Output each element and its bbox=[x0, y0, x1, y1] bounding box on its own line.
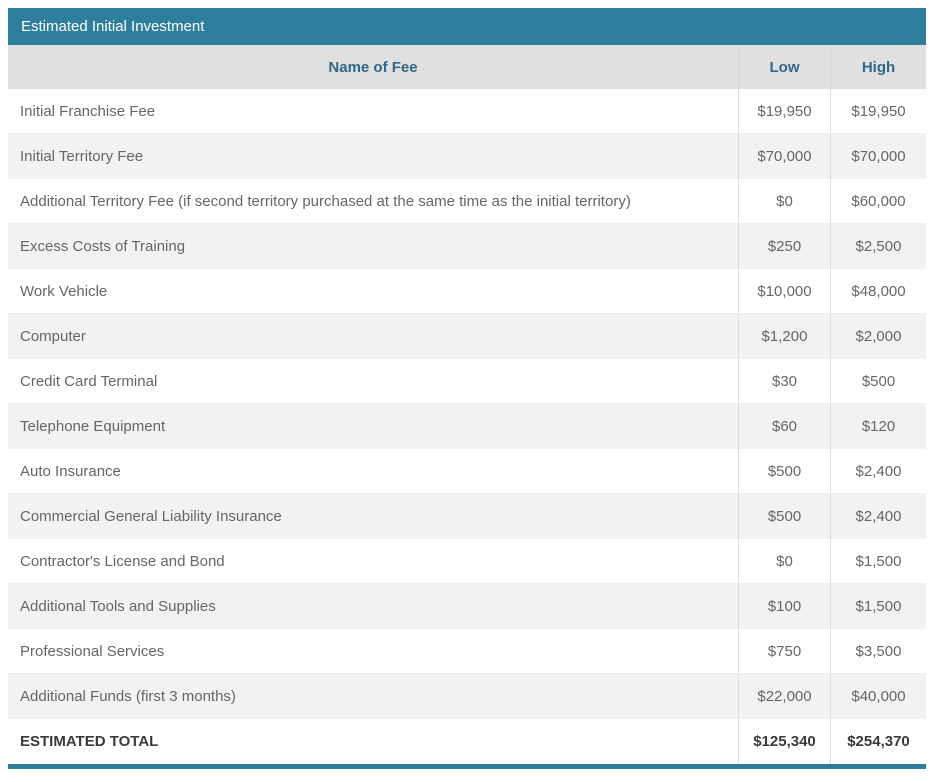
fee-name-cell: Professional Services bbox=[20, 642, 165, 660]
low-value-cell: $0 bbox=[738, 179, 830, 223]
table-row: Auto Insurance $500 $2,400 bbox=[8, 449, 926, 494]
table-row: Initial Franchise Fee $19,950 $19,950 bbox=[8, 89, 926, 134]
low-value-cell: $250 bbox=[738, 224, 830, 269]
low-value-cell: $60 bbox=[738, 404, 830, 449]
table-row: Telephone Equipment $60 $120 bbox=[8, 404, 926, 449]
high-value-cell: $2,400 bbox=[830, 449, 926, 493]
low-value-cell: $500 bbox=[738, 494, 830, 539]
low-value-cell: $1,200 bbox=[738, 314, 830, 359]
column-header-high: High bbox=[830, 45, 926, 89]
low-value-cell: $19,950 bbox=[738, 89, 830, 133]
low-value-cell: $10,000 bbox=[738, 269, 830, 313]
table-row: Work Vehicle $10,000 $48,000 bbox=[8, 269, 926, 314]
high-value-cell: $2,400 bbox=[830, 494, 926, 539]
fee-name-cell: Additional Territory Fee (if second terr… bbox=[20, 192, 631, 210]
table-row: Initial Territory Fee $70,000 $70,000 bbox=[8, 134, 926, 179]
table-title-bar: Estimated Initial Investment bbox=[8, 8, 926, 45]
low-value-cell: $750 bbox=[738, 629, 830, 673]
table-row: Additional Tools and Supplies $100 $1,50… bbox=[8, 584, 926, 629]
high-value-cell: $2,500 bbox=[830, 224, 926, 269]
column-header-low: Low bbox=[738, 45, 830, 89]
high-value-cell: $19,950 bbox=[830, 89, 926, 133]
low-value-cell: $22,000 bbox=[738, 674, 830, 719]
bottom-accent-bar bbox=[8, 764, 926, 769]
high-value-cell: $40,000 bbox=[830, 674, 926, 719]
high-value-cell: $1,500 bbox=[830, 539, 926, 583]
table-total-row: ESTIMATED TOTAL $125,340 $254,370 bbox=[8, 719, 926, 764]
high-value-cell: $1,500 bbox=[830, 584, 926, 629]
table-row: Professional Services $750 $3,500 bbox=[8, 629, 926, 674]
total-label-cell: ESTIMATED TOTAL bbox=[20, 733, 159, 750]
fee-name-cell: Telephone Equipment bbox=[20, 418, 166, 435]
total-low-value-cell: $125,340 bbox=[738, 719, 830, 764]
investment-table: Estimated Initial Investment Name of Fee… bbox=[8, 8, 926, 769]
table-row: Contractor's License and Bond $0 $1,500 bbox=[8, 539, 926, 584]
table-row: Computer $1,200 $2,000 bbox=[8, 314, 926, 359]
fee-name-cell: Additional Tools and Supplies bbox=[20, 598, 216, 615]
low-value-cell: $70,000 bbox=[738, 134, 830, 179]
low-value-cell: $500 bbox=[738, 449, 830, 493]
fee-name-cell: Additional Funds (first 3 months) bbox=[20, 688, 236, 705]
high-value-cell: $48,000 bbox=[830, 269, 926, 313]
total-high-value-cell: $254,370 bbox=[830, 719, 926, 764]
table-title: Estimated Initial Investment bbox=[21, 18, 205, 35]
fee-name-cell: Credit Card Terminal bbox=[20, 372, 158, 390]
table-row: Credit Card Terminal $30 $500 bbox=[8, 359, 926, 404]
fee-name-cell: Commercial General Liability Insurance bbox=[20, 508, 282, 525]
table-row: Additional Funds (first 3 months) $22,00… bbox=[8, 674, 926, 719]
low-value-cell: $100 bbox=[738, 584, 830, 629]
high-value-cell: $2,000 bbox=[830, 314, 926, 359]
fee-name-cell: Work Vehicle bbox=[20, 282, 108, 300]
column-header-name: Name of Fee bbox=[328, 58, 418, 76]
high-value-cell: $500 bbox=[830, 359, 926, 403]
table-row: Additional Territory Fee (if second terr… bbox=[8, 179, 926, 224]
low-value-cell: $0 bbox=[738, 539, 830, 583]
fee-name-cell: Initial Territory Fee bbox=[20, 148, 144, 165]
table-row: Excess Costs of Training $250 $2,500 bbox=[8, 224, 926, 269]
high-value-cell: $70,000 bbox=[830, 134, 926, 179]
fee-name-cell: Auto Insurance bbox=[20, 462, 121, 480]
table-row: Commercial General Liability Insurance $… bbox=[8, 494, 926, 539]
high-value-cell: $3,500 bbox=[830, 629, 926, 673]
table-header-row: Name of Fee Low High bbox=[8, 45, 926, 89]
fee-name-cell: Contractor's License and Bond bbox=[20, 552, 225, 570]
fee-name-cell: Initial Franchise Fee bbox=[20, 102, 156, 120]
fee-name-cell: Computer bbox=[20, 328, 86, 345]
low-value-cell: $30 bbox=[738, 359, 830, 403]
high-value-cell: $60,000 bbox=[830, 179, 926, 223]
fee-name-cell: Excess Costs of Training bbox=[20, 238, 186, 255]
high-value-cell: $120 bbox=[830, 404, 926, 449]
